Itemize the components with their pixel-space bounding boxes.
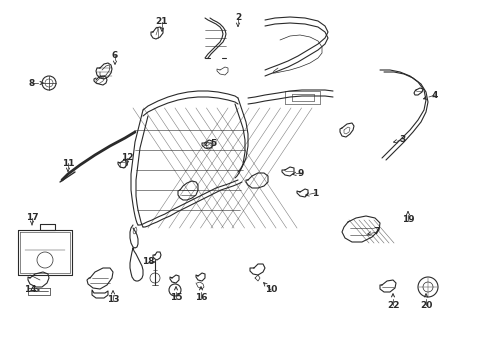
Text: 10: 10 <box>264 285 277 294</box>
Text: 13: 13 <box>106 296 119 305</box>
Text: 17: 17 <box>26 213 38 222</box>
Text: 12: 12 <box>121 153 133 162</box>
Text: 11: 11 <box>61 158 74 167</box>
Text: 1: 1 <box>311 189 318 198</box>
Text: 18: 18 <box>142 257 154 266</box>
Text: 15: 15 <box>169 293 182 302</box>
Text: 8: 8 <box>29 78 35 87</box>
Text: 3: 3 <box>398 135 404 144</box>
Text: 20: 20 <box>419 301 431 310</box>
Text: 5: 5 <box>209 139 216 148</box>
Text: 6: 6 <box>112 50 118 59</box>
Text: 16: 16 <box>194 293 207 302</box>
Text: 14: 14 <box>23 285 36 294</box>
Text: 2: 2 <box>234 13 241 22</box>
Text: 21: 21 <box>156 18 168 27</box>
Text: 9: 9 <box>297 168 304 177</box>
Text: 22: 22 <box>386 301 398 310</box>
Text: 4: 4 <box>431 90 437 99</box>
Text: 19: 19 <box>401 216 413 225</box>
Text: 7: 7 <box>373 228 379 237</box>
